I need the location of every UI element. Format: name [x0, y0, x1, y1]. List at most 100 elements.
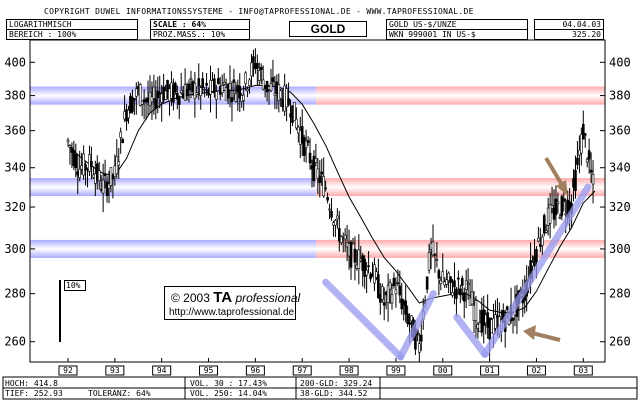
candle-body [558, 216, 562, 219]
copyright-box: © 2003 TA professional http://www.taprof… [164, 286, 300, 320]
candle-body [138, 84, 142, 106]
footer-vol250: VOL. 250: 14.04% [190, 389, 268, 398]
candle-body [460, 278, 464, 286]
candle-body [193, 82, 197, 99]
plot-frame [29, 39, 606, 363]
candle-body [437, 270, 441, 279]
y-tick-label-left: 320 [4, 200, 26, 214]
candle-body [222, 82, 226, 85]
candle-body [220, 85, 224, 93]
candle-body [279, 90, 283, 99]
candle-body [574, 170, 577, 191]
candle-body [377, 274, 380, 298]
candle-body [179, 89, 183, 94]
candle-body [339, 236, 343, 243]
y-tick-label-right: 320 [609, 200, 631, 214]
candle-body [246, 88, 249, 92]
copyright-line: COPYRIGHT DUWEL INFORMATIONSSYSTEME - IN… [44, 7, 474, 16]
footer-200-gld: 200-GLD: 329.24 [300, 379, 373, 388]
candle-body [453, 280, 456, 288]
candle-body [256, 63, 259, 69]
candle-body [431, 241, 435, 256]
candle-body [228, 83, 232, 91]
candle-body [320, 171, 324, 175]
candle-body [349, 241, 353, 268]
candle-body [459, 288, 462, 296]
x-tick-box [526, 365, 546, 376]
footer-frame [2, 376, 638, 400]
candle-body [365, 269, 368, 276]
candle-body [390, 294, 394, 304]
candle-body [300, 126, 304, 144]
candle-body [201, 78, 204, 88]
candle-body [540, 236, 544, 246]
website-url: http://www.taprofessional.de [169, 307, 295, 318]
y-tick-label-left: 380 [4, 89, 26, 103]
candle-body [213, 78, 216, 94]
y-tick-label-left: 260 [4, 335, 26, 349]
x-tick-label: 93 [110, 366, 120, 375]
candle-body [466, 283, 470, 285]
candle-body [78, 168, 82, 178]
range-label: BEREICH : 100% [6, 29, 138, 40]
candle-body [316, 168, 320, 179]
candle-body [386, 285, 390, 303]
y-tick-label-right: 300 [609, 242, 631, 256]
candle-body [591, 174, 595, 185]
candle-body [462, 292, 466, 302]
y-axis-right: 260 280 300 320 340 360 380 400 [600, 55, 631, 349]
trendline-2 [453, 313, 489, 358]
candle-body [328, 208, 331, 211]
candle-body [326, 197, 329, 201]
candle-body [404, 300, 407, 315]
trendlines [322, 183, 592, 361]
x-tick-box [433, 365, 453, 376]
candle-body [351, 242, 355, 245]
x-tick-label: 01 [485, 366, 495, 375]
x-axis: 92 93 94 95 96 97 98 99 00 01 02 03 [58, 358, 593, 376]
x-tick-label: 96 [251, 366, 261, 375]
candle-body [550, 205, 554, 209]
candle-body [232, 79, 236, 83]
candles [66, 48, 595, 362]
candle-body [185, 88, 189, 97]
x-tick-box [245, 365, 265, 376]
y-tick-label-right: 340 [609, 161, 631, 175]
candle-body [556, 201, 560, 204]
candle-body [511, 317, 515, 321]
y-tick-label-left: 280 [4, 287, 26, 301]
y-tick-label-right: 260 [609, 335, 631, 349]
candle-body [119, 131, 122, 138]
candle-body [74, 154, 78, 169]
candle-body [494, 314, 497, 329]
y-tick-label-right: 280 [609, 287, 631, 301]
candle-body [135, 88, 138, 97]
candle-body [215, 91, 218, 100]
x-tick-label: 94 [157, 366, 167, 375]
footer-toleranz: TOLERANZ: 64% [88, 389, 151, 398]
candle-body [587, 150, 591, 160]
candle-body [121, 139, 124, 144]
candle-body [287, 98, 290, 106]
y-tick-label-left: 360 [4, 124, 26, 138]
candle-body [297, 126, 300, 134]
x-tick-label: 92 [63, 366, 73, 375]
candle-body [244, 72, 247, 84]
candle-body [576, 157, 579, 165]
candle-body [285, 88, 288, 108]
candle-body [187, 83, 191, 91]
candle-body [392, 277, 396, 287]
candle-body [330, 210, 333, 218]
brown-arrow-lower-icon [523, 325, 561, 342]
candle-body [205, 82, 208, 86]
y-tick-label-left: 300 [4, 242, 26, 256]
candle-body [189, 77, 193, 80]
candle-body [203, 89, 206, 91]
candle-body [199, 87, 203, 97]
candle-body [154, 98, 158, 109]
candle-body [166, 80, 169, 93]
candle-body [259, 67, 263, 70]
candle-body [367, 265, 370, 268]
x-tick-label: 97 [297, 366, 307, 375]
